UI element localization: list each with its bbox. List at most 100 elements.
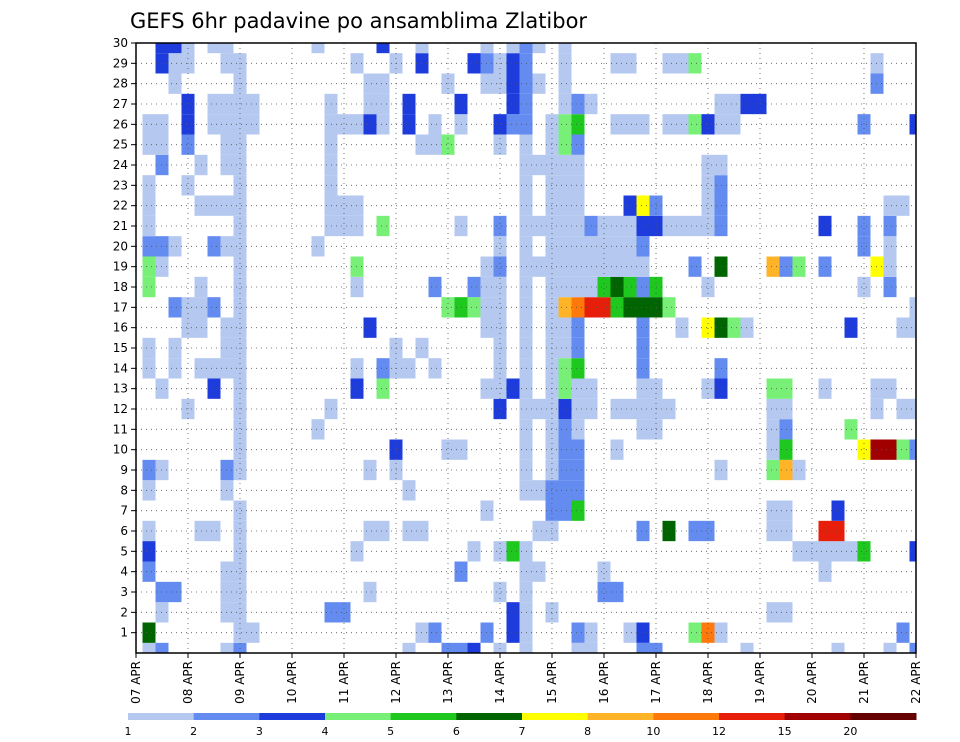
heatmap-cell [181, 317, 195, 338]
heatmap-cell [142, 358, 156, 379]
heatmap-cell [597, 581, 611, 603]
heatmap-cell [207, 43, 221, 54]
y-tick-label: 26 [113, 117, 128, 131]
heatmap-cell [909, 541, 916, 562]
heatmap-cell [571, 439, 585, 460]
heatmap-cell [818, 215, 832, 237]
heatmap-cell [441, 134, 455, 155]
heatmap-cell [597, 297, 611, 318]
heatmap-cell [571, 317, 585, 338]
heatmap-cell [142, 541, 156, 562]
x-tick-label: 17 APR [649, 661, 663, 704]
x-tick-label: 14 APR [493, 661, 507, 704]
x-tick-label: 16 APR [597, 661, 611, 704]
heatmap-cell [168, 53, 182, 74]
heatmap-cell [688, 520, 702, 542]
heatmap-cell [506, 93, 520, 115]
heatmap-cell [597, 215, 611, 237]
heatmap-cell [558, 154, 572, 176]
y-tick-label: 17 [113, 300, 128, 314]
y-tick-label: 10 [113, 443, 128, 457]
heatmap-cell [506, 602, 520, 623]
heatmap-cell [376, 93, 390, 115]
heatmap-cell [857, 114, 871, 135]
heatmap-cell [649, 642, 663, 653]
heatmap-cell [571, 398, 585, 420]
colorbar-swatch [390, 713, 457, 720]
heatmap-cell [636, 378, 650, 399]
heatmap-cell [376, 114, 390, 135]
x-tick-label: 10 APR [285, 661, 299, 704]
heatmap-cell [766, 419, 780, 440]
heatmap-cell [181, 114, 195, 135]
heatmap-cell [558, 439, 572, 460]
heatmap-cell [909, 114, 916, 135]
y-tick-label: 24 [113, 158, 128, 172]
heatmap-cell [311, 43, 325, 54]
heatmap-cell [558, 215, 572, 237]
heatmap-cell [402, 93, 416, 115]
heatmap-cell [623, 256, 637, 277]
heatmap-cell [142, 642, 156, 653]
colorbar-label: 8 [584, 725, 591, 738]
heatmap-cell [363, 93, 377, 115]
heatmap-cell [363, 114, 377, 135]
heatmap-cell [909, 317, 916, 338]
heatmap-cell [701, 520, 715, 542]
colorbar-swatch [193, 713, 260, 720]
colorbar-label: 15 [778, 725, 792, 738]
heatmap-cell [233, 439, 247, 460]
heatmap-cell [766, 520, 780, 542]
heatmap-cell [662, 53, 676, 74]
heatmap-cell [857, 439, 871, 460]
heatmap-cell [636, 642, 650, 653]
heatmap-cell [701, 154, 715, 176]
colorbar-swatch [128, 713, 195, 720]
heatmap-cell [376, 73, 390, 94]
heatmap-cell [402, 520, 416, 542]
colorbar-label: 6 [453, 725, 460, 738]
heatmap-cell [493, 541, 507, 562]
heatmap-cell [571, 175, 585, 196]
heatmap-cell [467, 541, 481, 562]
heatmap-cell [467, 297, 481, 318]
heatmap-cell [558, 500, 572, 521]
heatmap-cell [207, 297, 221, 318]
heatmap-cell [597, 236, 611, 257]
heatmap-cell [363, 317, 377, 338]
heatmap-cell [727, 114, 741, 135]
heatmap-cell [766, 602, 780, 623]
heatmap-cell [142, 175, 156, 196]
heatmap-cell [207, 195, 221, 216]
heatmap-cell [142, 134, 156, 155]
heatmap-cell [467, 276, 481, 298]
heatmap-cell [454, 642, 468, 653]
x-tick-label: 12 APR [389, 661, 403, 704]
x-tick-label: 15 APR [545, 661, 559, 704]
heatmap-cell [597, 276, 611, 298]
y-tick-label: 28 [113, 77, 128, 91]
heatmap-cell [688, 622, 702, 643]
heatmap-cell [558, 276, 572, 298]
heatmap-cell [233, 520, 247, 542]
y-tick-label: 22 [113, 199, 128, 213]
heatmap-cell [558, 337, 572, 359]
heatmap-cell [636, 317, 650, 338]
colorbar-swatch [587, 713, 654, 720]
heatmap-cell [402, 358, 416, 379]
heatmap-cell [571, 114, 585, 135]
heatmap-cell [662, 215, 676, 237]
heatmap-cell [883, 276, 897, 298]
heatmap-cell [493, 276, 507, 298]
heatmap-cell [506, 114, 520, 135]
heatmap-cell [142, 195, 156, 216]
heatmap-cell [246, 114, 260, 135]
x-tick-label: 18 APR [701, 661, 715, 704]
y-tick-label: 4 [120, 565, 128, 579]
heatmap-cell [623, 114, 637, 135]
heatmap-cell [363, 581, 377, 603]
y-tick-label: 1 [120, 626, 128, 640]
heatmap-cell [181, 297, 195, 318]
heatmap-cell [376, 215, 390, 237]
heatmap-cell [428, 358, 442, 379]
